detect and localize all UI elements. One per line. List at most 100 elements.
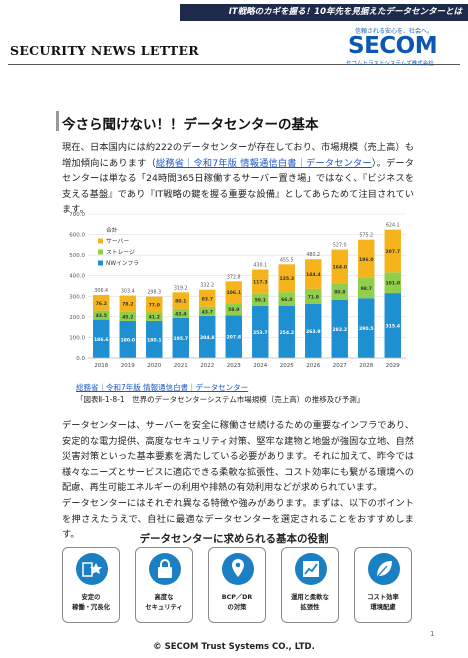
page-number: 1: [430, 630, 435, 638]
data-label: 254.2: [279, 330, 294, 336]
x-tick-label: 2024: [253, 363, 267, 369]
section-heading: データセンターに求められる基本の役割: [139, 533, 329, 545]
total-label: 575.2: [359, 233, 373, 239]
bar-segment: [278, 305, 295, 358]
title-bar: [56, 111, 59, 131]
data-label: 71.9: [308, 294, 319, 300]
total-label: 306.4: [94, 288, 108, 294]
bar-segment: [199, 306, 216, 316]
x-tick-label: 2025: [280, 363, 294, 369]
data-label: 41.2: [149, 315, 160, 321]
data-label: 207.8: [226, 335, 241, 341]
x-tick-label: 2020: [147, 363, 161, 369]
bar-segment: [384, 293, 401, 358]
bar-segment: [119, 320, 136, 358]
text: 現在、日本国内には約222のデータセンターが存在しており、市場規模（売上高）も増…: [62, 142, 414, 169]
text: ）。データセンターは単なる「24時間365日稼働するサーバー置き場」ではなく、『…: [62, 157, 414, 216]
x-tick-label: 2021: [174, 363, 188, 369]
x-tick-label: 2026: [306, 363, 320, 369]
link[interactable]: 総務省｜令和7年版 情報通信白書｜データセンター: [155, 157, 372, 169]
total-label: 624.1: [386, 223, 400, 229]
x-tick-label: 2018: [94, 363, 108, 369]
data-label: 263.9: [306, 329, 321, 335]
company: セコムトラストシステムズ株式会社: [346, 61, 434, 67]
legend-swatch: [98, 260, 103, 266]
role-label: 安定の 稼働・冗長化: [72, 594, 110, 611]
total-label: 372.8: [227, 274, 241, 280]
role-card: 高度な セキュリティ: [135, 547, 193, 623]
bar-segment: [358, 298, 375, 358]
icon: [295, 553, 327, 585]
bar-segment: [278, 264, 295, 293]
total-label: 527.0: [333, 243, 347, 249]
y-tick-label: 400.0: [69, 274, 85, 280]
data-label: 58.9: [228, 307, 239, 313]
data-label: 77.0: [149, 303, 160, 309]
role-label: コスト効率 環境配慮: [367, 594, 399, 611]
legend-label: ストレージ: [106, 249, 135, 256]
source-link[interactable]: 総務省｜令和7年版 情報通信白書｜データセンター: [76, 383, 249, 392]
bar-segment: [172, 292, 189, 309]
total-label: 455.5: [280, 257, 294, 263]
data-label: 253.7: [253, 330, 268, 336]
data-label: 80.1: [175, 299, 186, 305]
legend-swatch: [98, 238, 103, 244]
data-label: 290.5: [359, 326, 374, 332]
bar-segment: [146, 296, 163, 313]
total-label: 332.2: [200, 283, 214, 289]
data-label: 78.2: [122, 302, 133, 308]
bar-segment: [252, 269, 269, 294]
bar-segment: [278, 292, 295, 306]
bar-segment: [119, 295, 136, 312]
legend-label: NWインフラ: [106, 260, 139, 267]
icon: [76, 553, 108, 585]
legend-label: サーバー: [106, 238, 129, 245]
y-tick-label: 200.0: [69, 315, 85, 321]
role-card: 安定の 稼働・冗長化: [62, 547, 120, 623]
x-tick-label: 2022: [200, 363, 214, 369]
legend-label: 合計: [106, 226, 118, 234]
data-label: 43.7: [202, 309, 213, 315]
y-tick-label: 500.0: [69, 253, 85, 259]
data-label: 66.0: [281, 297, 292, 303]
data-label: 195.7: [173, 336, 188, 342]
paragraph: データセンターは、サーバーを安全に稼働させ続けるための重要なインフラであり、安定…: [62, 420, 414, 493]
data-label: 80.8: [334, 290, 345, 296]
bar-segment: [331, 299, 348, 358]
y-tick-label: 300.0: [69, 294, 85, 300]
bar-segment: [225, 303, 242, 316]
data-label: 43.4: [175, 311, 186, 317]
role-label: 運用と柔軟な 拡張性: [291, 594, 329, 611]
data-label: 180.0: [120, 337, 135, 343]
role-card: コスト効率 環境配慮: [354, 547, 412, 623]
article-title: 今さら聞けない！！データセンターの基本: [62, 117, 319, 133]
bar-segment: [384, 272, 401, 294]
data-label: 186.6: [94, 337, 109, 343]
bar-segment: [93, 310, 110, 320]
bar-segment: [172, 308, 189, 318]
icon: [222, 553, 254, 585]
bar-segment: [93, 294, 110, 311]
total-label: 303.4: [121, 289, 135, 295]
icon: [368, 553, 400, 585]
total-label: 480.2: [306, 252, 320, 258]
bar-segment: [305, 259, 322, 289]
data-label: 164.0: [332, 264, 347, 270]
caption: 「図表Ⅱ-1-8-1 世界のデータセンターシステム市場規模（売上高）の推移及び予…: [76, 395, 365, 404]
total-label: 298.3: [147, 290, 161, 296]
bar-segment: [305, 303, 322, 358]
bar-segment: [119, 311, 136, 321]
copyright: © SECOM Trust Systems CO., LTD.: [153, 642, 315, 652]
bar-segment: [358, 239, 375, 278]
data-label: 315.4: [385, 324, 400, 330]
chart: 0.0 100.0 200.0 300.0 400.0 500.0 600.0 700.0 20…: [69, 212, 406, 369]
role-card: 運用と柔軟な 拡張性: [281, 547, 339, 623]
data-label: 106.1: [226, 290, 241, 296]
role-card: BCP／DR の対策: [208, 547, 266, 623]
x-tick-label: 2019: [121, 363, 135, 369]
data-label: 45.2: [122, 314, 133, 320]
bar-segment: [252, 305, 269, 358]
bar-segment: [172, 317, 189, 358]
bar-segment: [146, 320, 163, 358]
